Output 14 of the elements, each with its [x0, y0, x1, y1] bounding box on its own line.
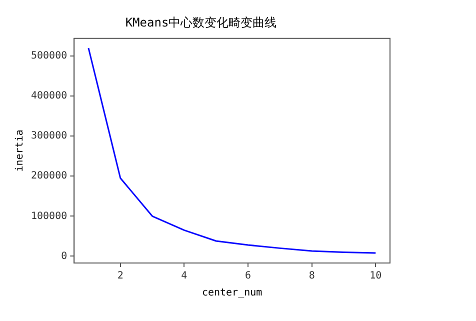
x-tick-label: 4 — [181, 270, 188, 282]
y-tick-label: 100000 — [31, 210, 68, 222]
x-tick-label: 8 — [308, 270, 315, 282]
y-tick-label: 0 — [61, 250, 68, 262]
x-axis-title: center_num — [202, 288, 262, 299]
y-tick-label: 300000 — [31, 130, 68, 142]
y-tick-label: 200000 — [31, 170, 68, 182]
y-tick-label: 400000 — [31, 90, 68, 102]
x-tick-label: 10 — [370, 270, 382, 282]
x-tick-label: 6 — [245, 270, 252, 282]
y-axis-title: inertia — [14, 130, 26, 172]
y-tick-label: 500000 — [31, 50, 68, 62]
chart-title: KMeans中心数变化畸变曲线 — [125, 15, 277, 30]
x-tick-label: 2 — [117, 270, 124, 282]
